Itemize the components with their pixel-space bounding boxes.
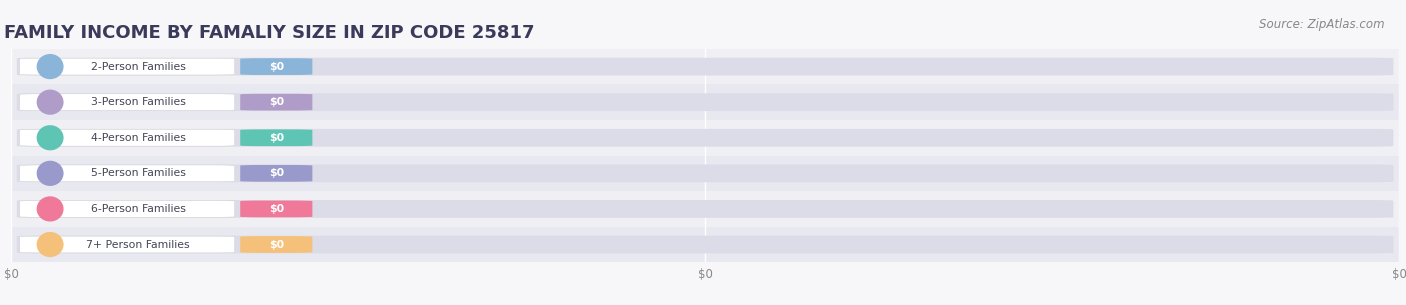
Ellipse shape <box>37 90 63 115</box>
Bar <box>11 156 1399 191</box>
Bar <box>11 227 1399 262</box>
Text: 3-Person Families: 3-Person Families <box>91 97 186 107</box>
Text: 5-Person Families: 5-Person Families <box>91 168 186 178</box>
Text: 4-Person Families: 4-Person Families <box>91 133 186 143</box>
FancyBboxPatch shape <box>20 58 235 75</box>
FancyBboxPatch shape <box>240 58 312 75</box>
Text: $0: $0 <box>269 168 284 178</box>
Ellipse shape <box>37 125 63 150</box>
FancyBboxPatch shape <box>20 201 235 217</box>
FancyBboxPatch shape <box>17 200 1393 218</box>
Ellipse shape <box>37 232 63 257</box>
FancyBboxPatch shape <box>240 94 312 110</box>
FancyBboxPatch shape <box>17 129 1393 147</box>
FancyBboxPatch shape <box>17 93 1393 111</box>
FancyBboxPatch shape <box>20 236 235 253</box>
Text: Source: ZipAtlas.com: Source: ZipAtlas.com <box>1260 18 1385 31</box>
Text: $0: $0 <box>269 133 284 143</box>
Text: $0: $0 <box>269 204 284 214</box>
FancyBboxPatch shape <box>20 129 235 146</box>
FancyBboxPatch shape <box>17 58 1393 76</box>
Ellipse shape <box>37 196 63 221</box>
Text: 2-Person Families: 2-Person Families <box>91 62 186 72</box>
FancyBboxPatch shape <box>17 236 1393 253</box>
Bar <box>11 84 1399 120</box>
Ellipse shape <box>37 161 63 186</box>
FancyBboxPatch shape <box>17 164 1393 182</box>
Bar <box>11 191 1399 227</box>
Text: FAMILY INCOME BY FAMALIY SIZE IN ZIP CODE 25817: FAMILY INCOME BY FAMALIY SIZE IN ZIP COD… <box>4 24 534 42</box>
FancyBboxPatch shape <box>20 94 235 110</box>
FancyBboxPatch shape <box>240 201 312 217</box>
Text: $0: $0 <box>269 97 284 107</box>
FancyBboxPatch shape <box>240 129 312 146</box>
FancyBboxPatch shape <box>240 165 312 182</box>
Text: 7+ Person Families: 7+ Person Families <box>86 239 190 249</box>
Text: 6-Person Families: 6-Person Families <box>91 204 186 214</box>
Text: $0: $0 <box>269 62 284 72</box>
Bar <box>11 120 1399 156</box>
FancyBboxPatch shape <box>20 165 235 182</box>
FancyBboxPatch shape <box>240 236 312 253</box>
Bar <box>11 49 1399 84</box>
Text: $0: $0 <box>269 239 284 249</box>
Ellipse shape <box>37 54 63 79</box>
